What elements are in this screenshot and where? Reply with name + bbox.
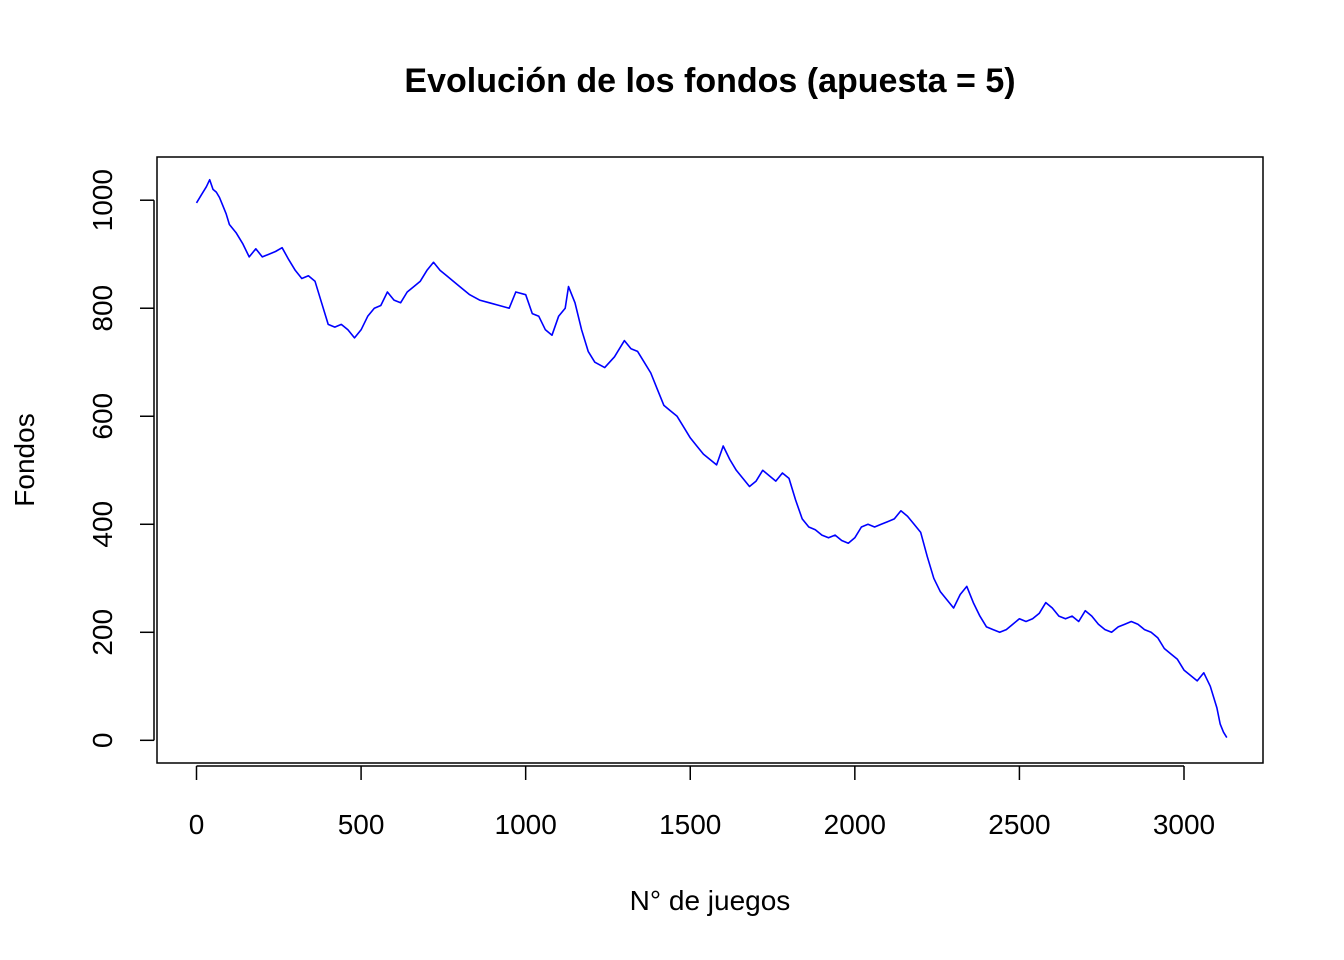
x-axis-label: N° de juegos	[630, 885, 791, 916]
x-tick-label: 1000	[495, 809, 557, 840]
chart-title: Evolución de los fondos (apuesta = 5)	[404, 62, 1015, 100]
x-tick-label: 3000	[1153, 809, 1215, 840]
x-axis: 0 500 1000 1500 2000 2500 3000	[189, 765, 1215, 840]
series-line	[195, 178, 1228, 739]
plot-frame	[156, 156, 1264, 764]
x-tick-label: 500	[338, 809, 385, 840]
y-tick-label: 600	[87, 393, 118, 440]
x-tick-label: 0	[189, 809, 205, 840]
x-tick-label: 2000	[824, 809, 886, 840]
y-tick-label: 0	[87, 733, 118, 749]
y-tick-label: 400	[87, 501, 118, 548]
x-tick-label: 1500	[659, 809, 721, 840]
y-tick-label: 800	[87, 285, 118, 332]
y-tick-label: 1000	[87, 169, 118, 231]
y-axis-label: Fondos	[9, 413, 40, 506]
x-tick-label: 2500	[988, 809, 1050, 840]
y-axis: 0 200 400 600 800 1000	[87, 169, 155, 749]
y-tick-label: 200	[87, 609, 118, 656]
